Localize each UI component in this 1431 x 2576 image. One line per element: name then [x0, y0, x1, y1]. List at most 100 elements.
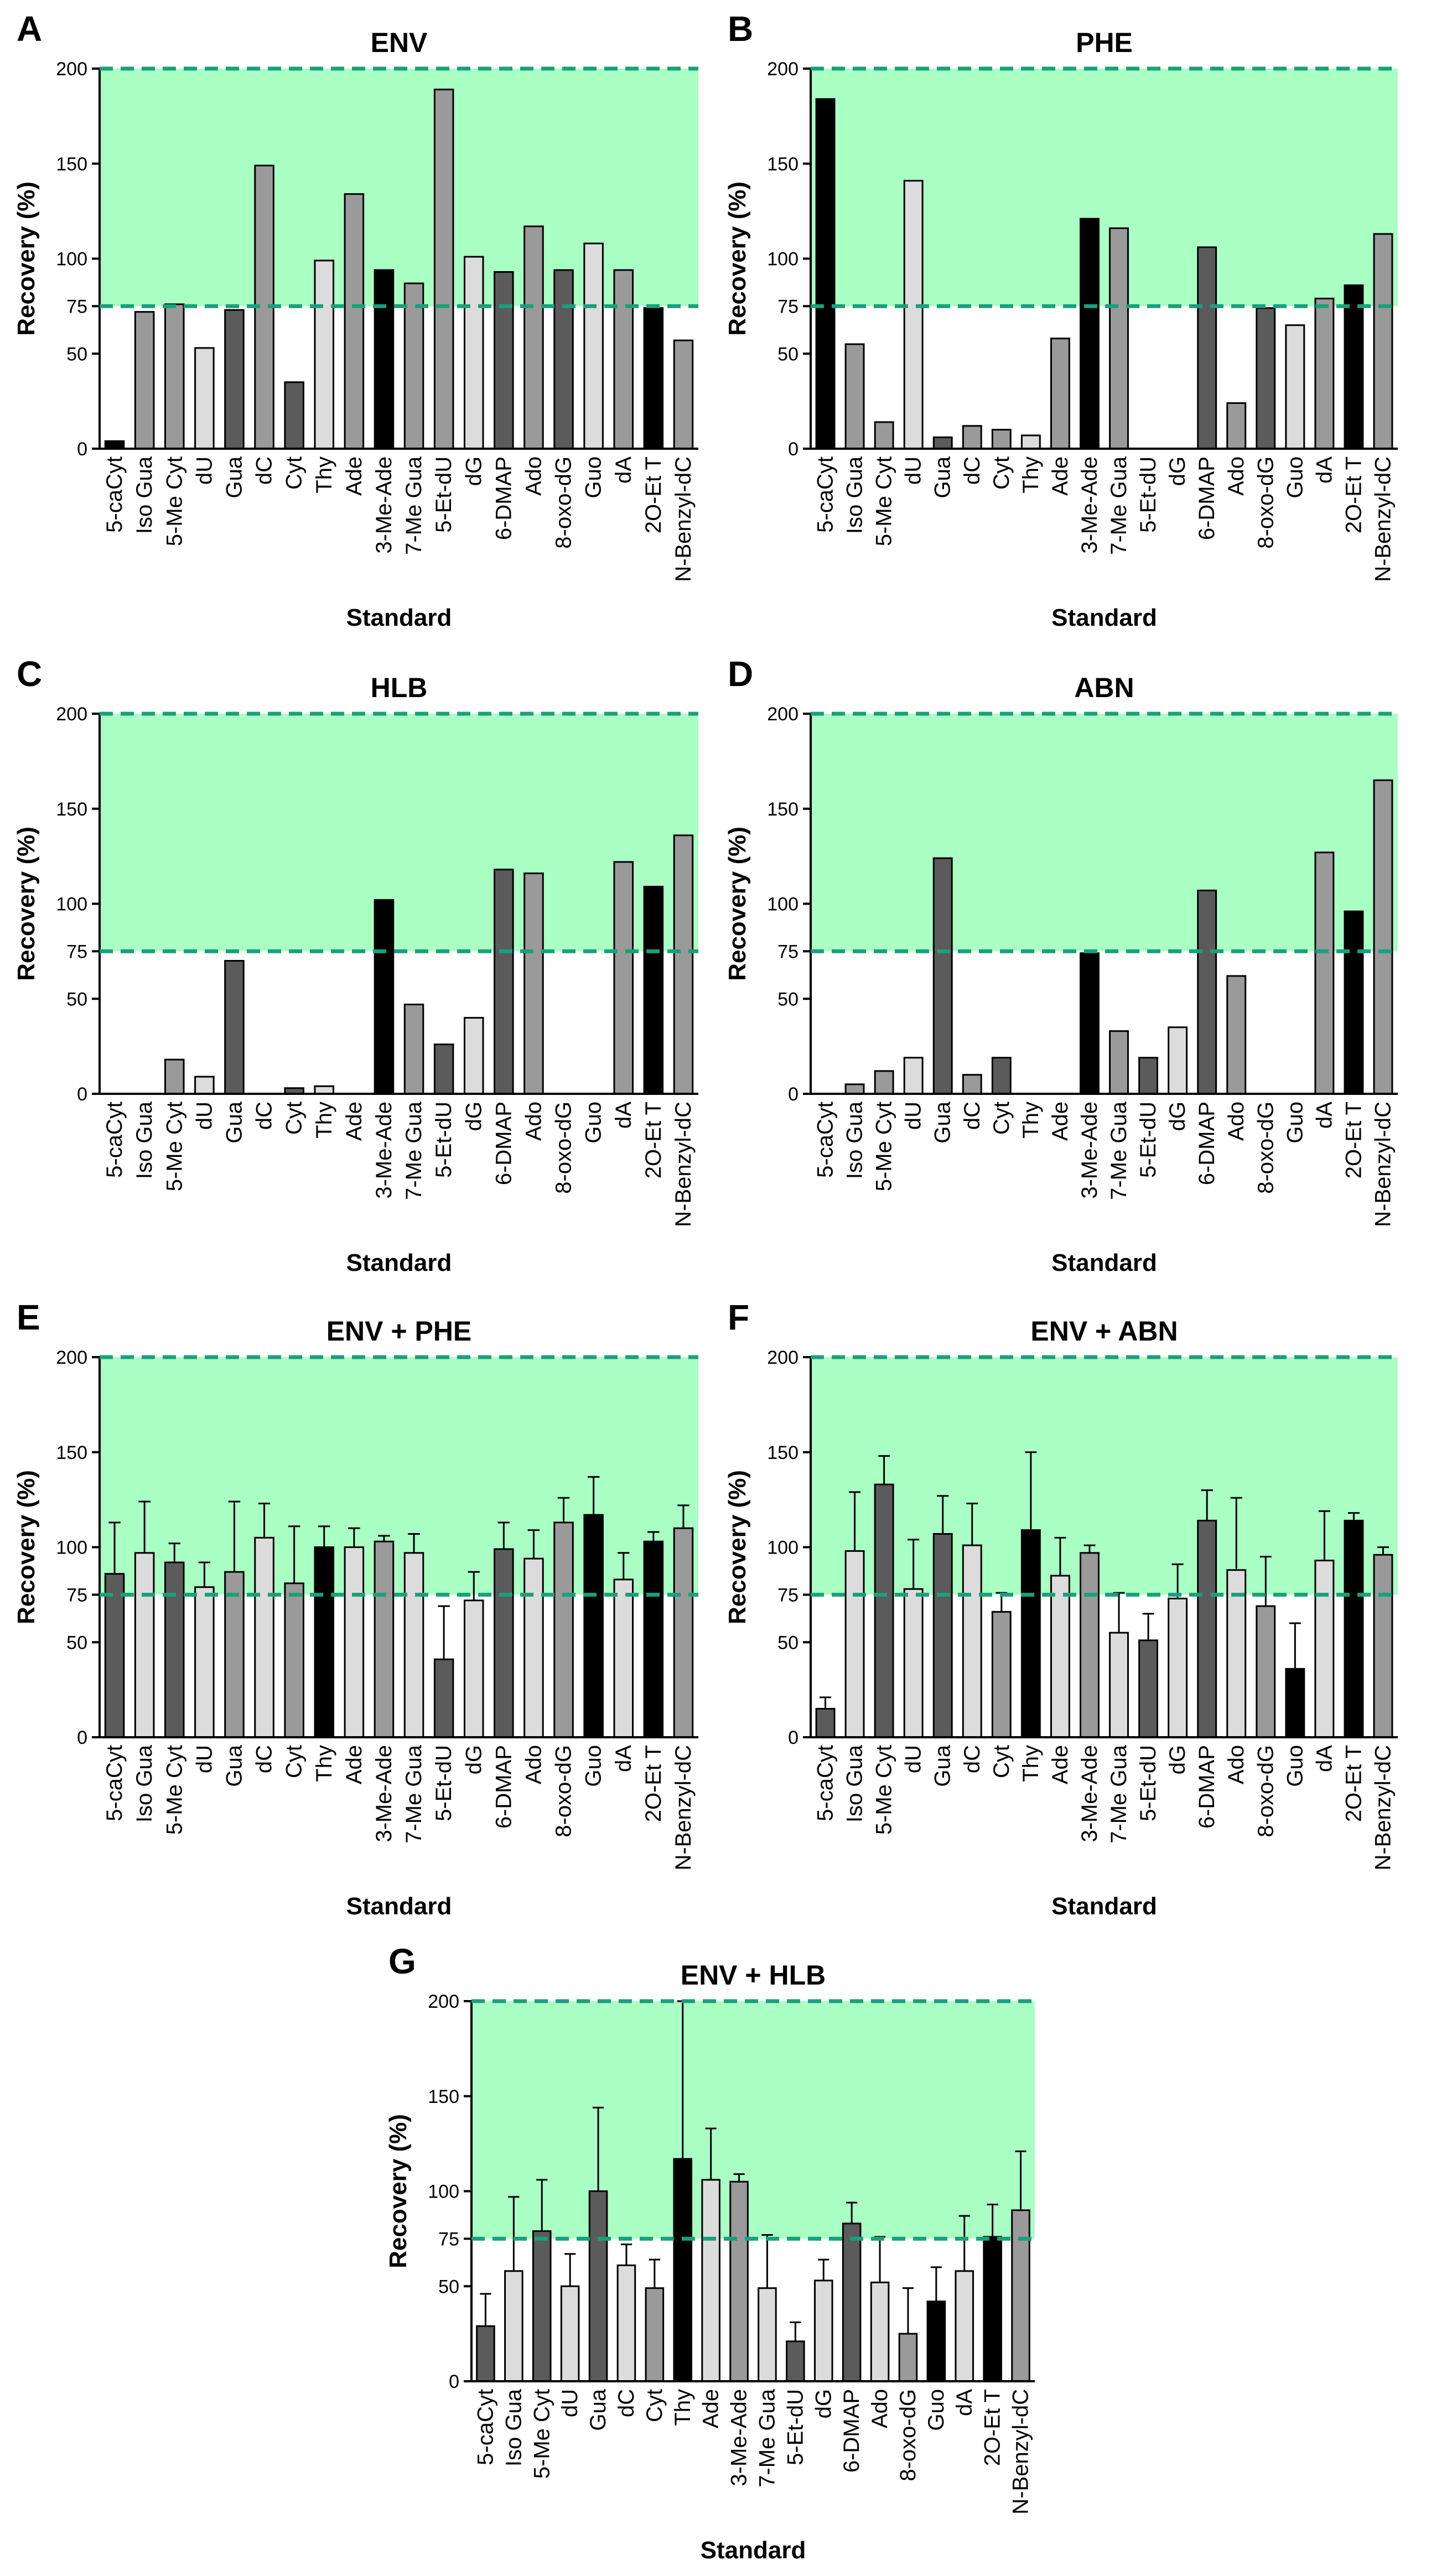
bar	[1197, 889, 1217, 1095]
x-category-label: 3-Me-Ade	[372, 456, 396, 554]
x-category-label: Guo	[924, 2389, 948, 2431]
y-tick-label: 50	[777, 989, 799, 1010]
bar	[433, 89, 454, 450]
acceptance-band	[811, 69, 1398, 307]
x-category-label: Ade	[342, 456, 366, 496]
x-category-label: 2O-Et T	[981, 2389, 1005, 2466]
x-category-label: Gua	[222, 456, 246, 498]
bar	[374, 269, 395, 450]
bar	[104, 1573, 125, 1738]
bar	[673, 339, 694, 450]
y-tick-label: 100	[767, 249, 799, 270]
bar	[813, 2279, 833, 2382]
bar	[523, 872, 544, 1095]
x-category-label: Ado	[868, 2389, 892, 2428]
bar	[504, 2270, 523, 2382]
x-category-label: Guo	[1283, 1102, 1307, 1144]
bar	[1197, 1519, 1217, 1738]
bar	[224, 309, 245, 450]
y-tick-label: 50	[66, 989, 87, 1010]
x-category-label: Guo	[582, 456, 606, 498]
x-category-label: 8-oxo-dG	[552, 456, 576, 549]
bar	[673, 1527, 694, 1738]
x-category-label: dU	[192, 1102, 216, 1130]
bar	[134, 1552, 155, 1738]
y-tick-label: 150	[56, 154, 87, 175]
bar	[1226, 975, 1247, 1095]
acceptance-band	[471, 2001, 1035, 2239]
bar	[962, 425, 982, 450]
x-category-label: Gua	[586, 2388, 610, 2430]
x-category-label: 2O-Et T	[1341, 1102, 1366, 1178]
bar	[463, 1599, 484, 1738]
bar	[903, 1588, 924, 1738]
y-tick-label: 150	[767, 154, 799, 175]
panel-letter: E	[17, 1297, 40, 1337]
x-axis-label: Standard	[1051, 1893, 1157, 1920]
y-axis-label: Recovery (%)	[13, 181, 40, 336]
bar	[403, 1552, 424, 1738]
chart-panel-f: F ENV + ABN 0 50 75 100 150 200 Recovery (%) 5-ca…	[724, 1297, 1398, 1920]
x-category-label: Thy	[312, 1745, 336, 1782]
bar	[815, 98, 836, 450]
x-category-label: Ade	[1048, 1745, 1072, 1784]
bar	[194, 1586, 215, 1738]
bar	[645, 2287, 665, 2382]
x-category-label: 3-Me-Ade	[1077, 1102, 1102, 1199]
chart-panel-c: C HLB 0 50 75 100 150 200 Recovery (%) 5-caCyt Iso…	[13, 654, 698, 1276]
bar	[494, 271, 514, 450]
bar	[560, 2285, 580, 2382]
x-category-label: 7-Me Gua	[1107, 456, 1131, 555]
x-category-label: Iso Gua	[843, 456, 867, 534]
y-tick-label: 50	[66, 344, 87, 365]
bar	[314, 1546, 335, 1738]
y-tick-label: 75	[777, 941, 799, 962]
bar	[1080, 1552, 1100, 1738]
y-tick-label: 150	[767, 799, 799, 820]
x-category-label: 5-Me Cyt	[530, 2389, 554, 2479]
x-category-label: Iso Gua	[843, 1744, 867, 1822]
acceptance-band	[811, 1357, 1398, 1595]
acceptance-band	[811, 714, 1398, 952]
bar	[991, 429, 1012, 450]
x-category-label: 8-oxo-dG	[1253, 1745, 1278, 1837]
x-category-label: N-Benzyl-dC	[1371, 456, 1395, 582]
bar	[955, 2270, 974, 2382]
x-category-label: 5-caCyt	[102, 456, 127, 533]
y-tick-label: 50	[438, 2276, 459, 2297]
x-category-label: 3-Me-Ade	[372, 1745, 396, 1842]
chart-panel-d: D ABN 0 50 75 100 150 200 Recovery (%) 5-caCyt Iso…	[724, 654, 1398, 1276]
bar	[344, 193, 365, 450]
y-tick-label: 200	[56, 59, 87, 80]
x-category-label: 2O-Et T	[1341, 1745, 1366, 1822]
x-category-label: Iso Gua	[501, 2388, 526, 2466]
x-category-label: dC	[252, 456, 277, 485]
panel-title: ENV + PHE	[326, 1316, 472, 1347]
x-category-label: Thy	[312, 456, 336, 494]
y-tick-label: 0	[77, 1727, 87, 1748]
panel-letter: A	[17, 9, 42, 49]
x-category-label: dA	[611, 1102, 636, 1129]
x-category-label: 3-Me-Ade	[1077, 1745, 1102, 1842]
x-category-label: Cyt	[282, 1102, 307, 1135]
x-category-label: 7-Me Gua	[1107, 1744, 1131, 1843]
x-category-label: 3-Me-Ade	[1077, 456, 1102, 554]
bar	[314, 259, 335, 450]
bar	[463, 1017, 484, 1095]
chart-panel-g: G ENV + HLB 0 50 75 100 150 200 Recovery (%) 5-ca…	[385, 1941, 1035, 2564]
bar	[284, 1582, 304, 1738]
bar	[983, 2236, 1002, 2382]
x-axis-label: Standard	[346, 1893, 452, 1920]
bar	[643, 307, 664, 450]
bar	[844, 1550, 865, 1738]
bar	[613, 269, 634, 450]
bar	[613, 861, 634, 1095]
x-category-label: 5-caCyt	[813, 1745, 838, 1821]
bar	[1109, 227, 1129, 450]
x-axis-label: Standard	[701, 2537, 806, 2564]
x-category-label: 5-caCyt	[473, 2389, 497, 2465]
x-category-label: dA	[1312, 1745, 1336, 1772]
chart-panel-a: A ENV 0 50 75 100 150 200 Recovery (%) 5-caCyt Iso…	[13, 9, 698, 631]
x-axis-label: Standard	[1051, 1249, 1157, 1276]
x-category-label: Ade	[342, 1102, 366, 1141]
